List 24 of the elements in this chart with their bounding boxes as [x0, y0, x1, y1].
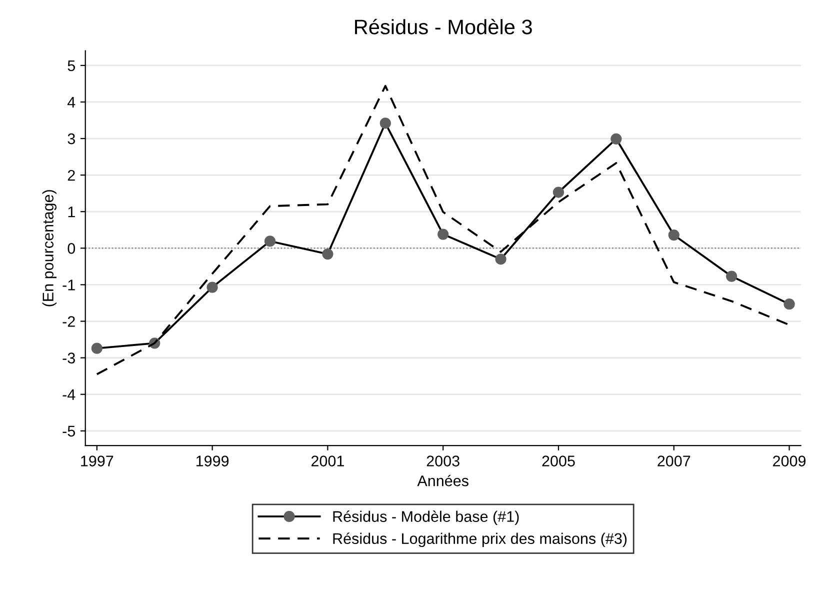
y-tick-label: 0: [68, 243, 76, 254]
y-tick-label: 1: [68, 206, 75, 218]
y-tick-label: 2: [68, 170, 75, 181]
y-axis-title: (En pourcentage): [42, 190, 57, 306]
y-tick-label: 5: [68, 60, 76, 72]
x-tick-label: 1997: [81, 456, 114, 466]
y-tick-label: -4: [62, 389, 76, 400]
x-tick-label: 1999: [196, 456, 229, 466]
x-tick-label: 2007: [658, 456, 690, 466]
y-tick-label: -5: [62, 426, 76, 437]
legend-label: Résidus - Modèle base (#1): [333, 510, 519, 525]
y-tick-label: 4: [68, 97, 76, 108]
x-tick-label: 2005: [542, 456, 575, 466]
y-tick-label: -2: [62, 316, 75, 327]
x-tick-label: 2001: [311, 456, 344, 466]
x-axis-title: Années: [417, 474, 468, 486]
line-series: [96, 84, 790, 376]
legend-label: Résidus - Logarithme prix des maisons (#3): [333, 532, 627, 548]
y-tick-label: 3: [68, 133, 75, 144]
y-tick-label: -1: [62, 280, 75, 290]
x-tick-label: 2009: [773, 456, 806, 466]
x-tick-label: 2003: [426, 456, 460, 466]
chart-title: Résidus - Modèle 3: [355, 18, 532, 34]
y-tick-label: -3: [62, 352, 75, 364]
